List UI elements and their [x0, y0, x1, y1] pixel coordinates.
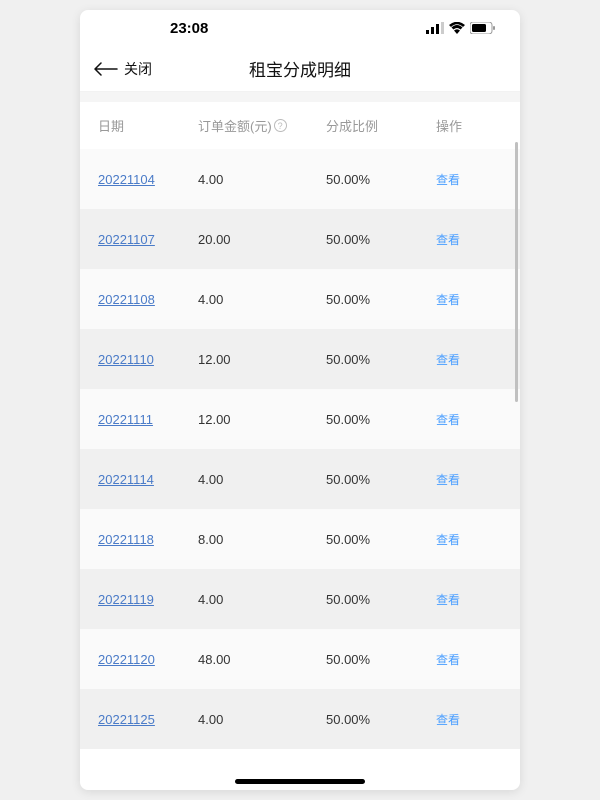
view-link[interactable]: 查看: [436, 353, 460, 367]
col-header-ratio: 分成比例: [326, 116, 436, 135]
cell-ratio: 50.00%: [326, 232, 436, 247]
cell-amount: 20.00: [198, 232, 326, 247]
table-row: 20221107 20.0050.00%查看: [80, 209, 520, 269]
view-link[interactable]: 查看: [436, 593, 460, 607]
close-label: 关闭: [124, 59, 152, 79]
date-link[interactable]: 20221114: [98, 472, 154, 487]
date-link[interactable]: 20221104: [98, 172, 155, 187]
table-container: 日期 订单金额(元) ? 分成比例 操作 202211044.0050.00%查…: [80, 102, 520, 790]
cell-ratio: 50.00%: [326, 592, 436, 607]
table-row: 20221119 4.0050.00%查看: [80, 569, 520, 629]
date-link[interactable]: 20221125: [98, 712, 155, 727]
view-link[interactable]: 查看: [436, 533, 460, 547]
col-header-amount-label: 订单金额(元): [198, 116, 272, 135]
status-indicators: [426, 22, 496, 34]
view-link[interactable]: 查看: [436, 713, 460, 727]
date-link[interactable]: 20221120: [98, 652, 155, 667]
table-header: 日期 订单金额(元) ? 分成比例 操作: [80, 102, 520, 149]
status-time: 23:08: [170, 20, 208, 37]
date-link[interactable]: 20221108: [98, 292, 155, 307]
cell-ratio: 50.00%: [326, 532, 436, 547]
table-body: 202211044.0050.00%查看2022110720.0050.00%查…: [80, 149, 520, 749]
cell-ratio: 50.00%: [326, 712, 436, 727]
table-row: 20221120 48.0050.00%查看: [80, 629, 520, 689]
table-row: 20221108 4.0050.00%查看: [80, 269, 520, 329]
view-link[interactable]: 查看: [436, 293, 460, 307]
cell-amount: 4.00: [198, 292, 326, 307]
table-row: 20221110 12.0050.00%查看: [80, 329, 520, 389]
cell-amount: 8.00: [198, 532, 326, 547]
cell-ratio: 50.00%: [326, 412, 436, 427]
date-link[interactable]: 20221111: [98, 412, 153, 427]
table-row: 20221118 8.0050.00%查看: [80, 509, 520, 569]
date-link[interactable]: 20221119: [98, 592, 154, 607]
back-arrow-icon: [94, 61, 118, 77]
cell-amount: 12.00: [198, 412, 326, 427]
status-bar: 23:08: [80, 10, 520, 46]
view-link[interactable]: 查看: [436, 653, 460, 667]
divider-strip: [80, 92, 520, 102]
cell-ratio: 50.00%: [326, 292, 436, 307]
cell-ratio: 50.00%: [326, 172, 436, 187]
help-icon[interactable]: ?: [274, 119, 287, 132]
cell-amount: 48.00: [198, 652, 326, 667]
scrollbar[interactable]: [515, 142, 518, 402]
home-indicator[interactable]: [235, 779, 365, 784]
table-row: 20221125 4.0050.00%查看: [80, 689, 520, 749]
cell-ratio: 50.00%: [326, 472, 436, 487]
table-row: 20221111 12.0050.00%查看: [80, 389, 520, 449]
col-header-amount: 订单金额(元) ?: [198, 116, 326, 135]
date-link[interactable]: 20221110: [98, 352, 154, 367]
phone-screen: 23:08 关闭 租宝分成明细: [80, 10, 520, 790]
view-link[interactable]: 查看: [436, 233, 460, 247]
cell-amount: 4.00: [198, 472, 326, 487]
nav-bar: 关闭 租宝分成明细: [80, 46, 520, 92]
cell-amount: 4.00: [198, 592, 326, 607]
cell-ratio: 50.00%: [326, 652, 436, 667]
view-link[interactable]: 查看: [436, 173, 460, 187]
cell-amount: 4.00: [198, 712, 326, 727]
signal-icon: [426, 22, 444, 34]
back-button[interactable]: 关闭: [94, 59, 152, 79]
battery-icon: [470, 22, 496, 34]
view-link[interactable]: 查看: [436, 473, 460, 487]
date-link[interactable]: 20221107: [98, 232, 155, 247]
cell-ratio: 50.00%: [326, 352, 436, 367]
table-row: 20221114 4.0050.00%查看: [80, 449, 520, 509]
date-link[interactable]: 20221118: [98, 532, 154, 547]
cell-amount: 12.00: [198, 352, 326, 367]
view-link[interactable]: 查看: [436, 413, 460, 427]
cell-amount: 4.00: [198, 172, 326, 187]
wifi-icon: [449, 22, 465, 34]
table-row: 20221104 4.0050.00%查看: [80, 149, 520, 209]
col-header-action: 操作: [436, 116, 502, 135]
col-header-date: 日期: [98, 116, 198, 135]
